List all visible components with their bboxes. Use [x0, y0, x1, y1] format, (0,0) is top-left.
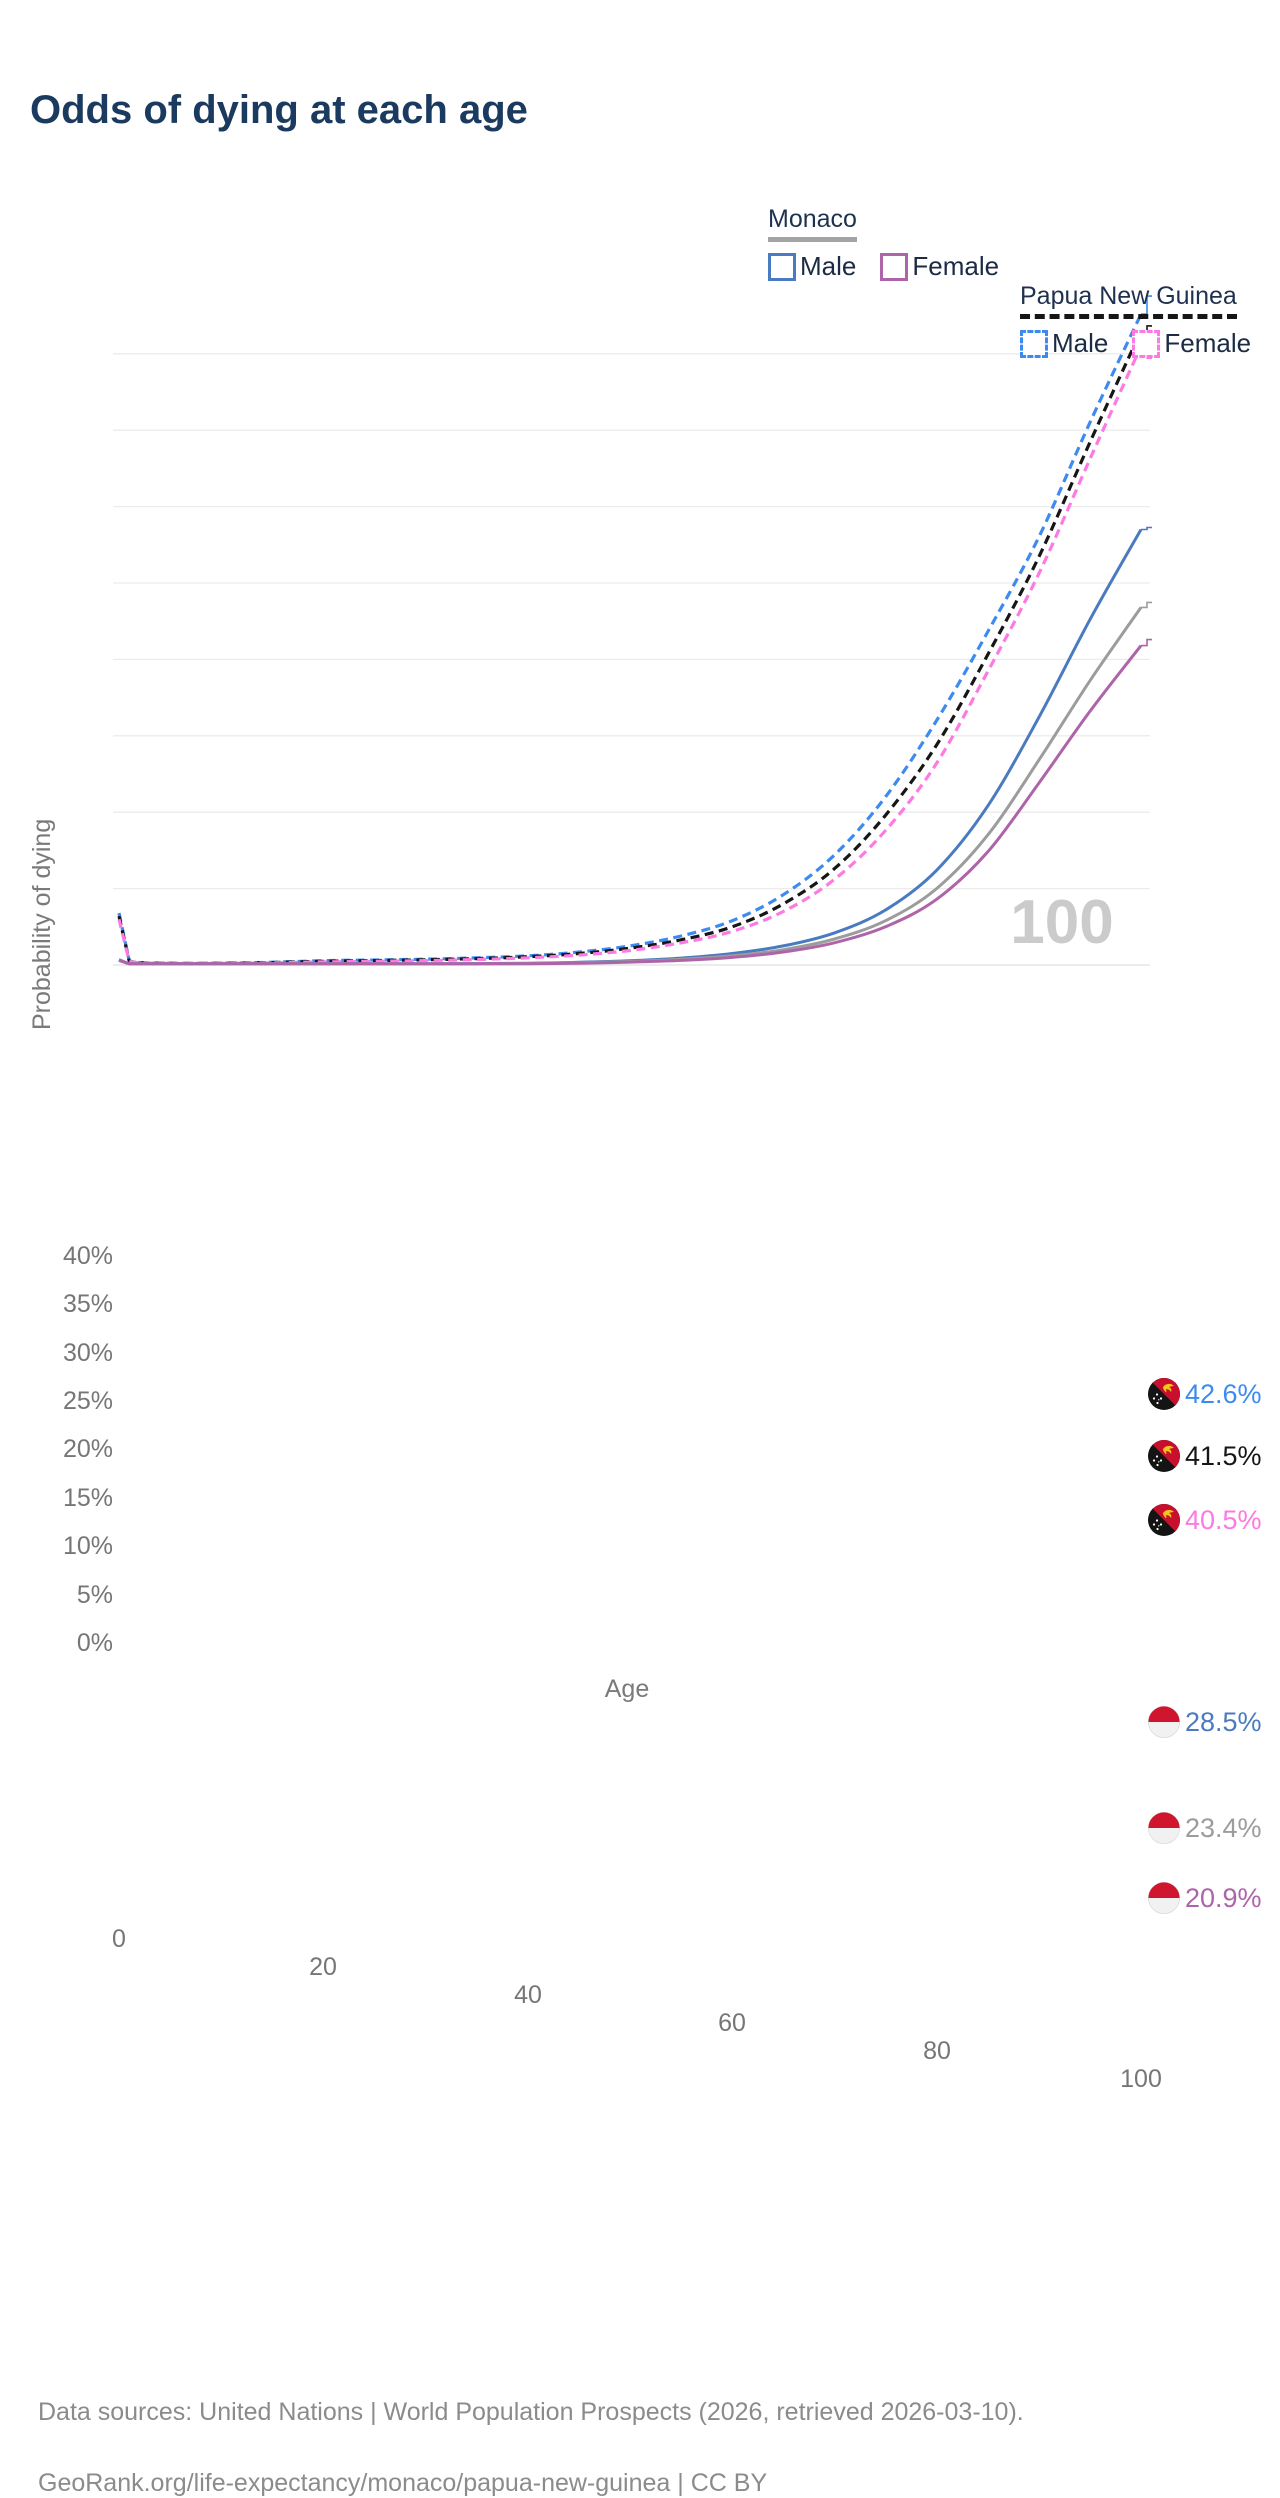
legend-label: Male — [1052, 328, 1109, 358]
end-label-monaco-male: 28.5% — [1148, 1706, 1280, 1738]
legend-group-papua-new-guinea: Papua New Guinea Male Female — [1020, 282, 1280, 359]
y-tick-label-40: 40% — [62, 1242, 113, 1270]
x-tick-label-60: 60 — [718, 2009, 746, 2037]
chart-canvas: 100 — [113, 295, 1152, 966]
age-watermark: 100 — [1010, 888, 1113, 957]
monaco-female-swatch-icon — [880, 252, 909, 281]
end-label-value: 28.5% — [1185, 1706, 1262, 1737]
y-tick-label-35: 35% — [62, 1290, 113, 1318]
legend-label: Male — [800, 251, 857, 281]
footer-attribution-link: GeoRank.org/life-expectancy/monaco/papua… — [38, 2469, 768, 2497]
png-male-swatch-icon — [1020, 329, 1048, 358]
monaco-flag-icon — [1148, 1706, 1180, 1738]
end-label-connector — [1141, 638, 1152, 647]
y-tick-label-5: 5% — [76, 1581, 113, 1609]
monaco-male-swatch-icon — [768, 252, 796, 281]
legend-label: Female — [912, 251, 1000, 281]
x-tick-label-100: 100 — [1120, 2065, 1162, 2093]
x-tick-label-0: 0 — [112, 1925, 126, 1953]
legend-item-monaco-female[interactable]: Female — [880, 251, 999, 282]
monaco-flag-icon — [1148, 1882, 1180, 1914]
papua-new-guinea-flag-icon — [1148, 1378, 1180, 1410]
x-axis-title: Age — [604, 1675, 650, 1703]
end-label-papua-new-guinea-female: 40.5% — [1148, 1504, 1280, 1536]
legend-group-monaco: Monaco Male Female — [768, 205, 1280, 282]
end-label-connector — [1141, 526, 1152, 531]
end-label-papua-new-guinea-both: 41.5% — [1148, 1440, 1280, 1472]
y-tick-label-10: 10% — [62, 1532, 113, 1560]
end-label-value: 23.4% — [1185, 1812, 1262, 1843]
x-tick-label-20: 20 — [309, 1953, 337, 1981]
y-tick-label-25: 25% — [62, 1387, 113, 1415]
end-label-value: 40.5% — [1185, 1504, 1262, 1535]
series-line-papua-new-guinea-male — [117, 313, 1143, 966]
legend-row-papua-new-guinea: Male Female — [1020, 328, 1280, 359]
series-line-monaco-male — [118, 528, 1143, 966]
legend-item-png-male[interactable]: Male — [1020, 328, 1108, 359]
legend-item-png-female[interactable]: Female — [1132, 328, 1251, 359]
end-label-monaco-both: 23.4% — [1148, 1812, 1280, 1844]
y-tick-label-15: 15% — [62, 1484, 113, 1512]
chart-title: Odds of dying at each age — [30, 88, 528, 132]
monaco-flag-icon — [1148, 1812, 1180, 1844]
end-label-value: 20.9% — [1185, 1882, 1262, 1913]
y-axis-title: Probability of dying — [28, 818, 56, 1030]
series-line-monaco-female — [118, 644, 1143, 966]
series-line-monaco-both — [118, 606, 1143, 966]
legend-label: Female — [1164, 328, 1252, 358]
series-line-papua-new-guinea-female — [117, 345, 1143, 966]
end-label-papua-new-guinea-male: 42.6% — [1148, 1378, 1280, 1410]
papua-new-guinea-flag-icon — [1148, 1504, 1180, 1536]
end-label-value: 41.5% — [1185, 1440, 1262, 1471]
legend-item-monaco-male[interactable]: Male — [768, 251, 856, 282]
legend-header-monaco: Monaco — [768, 205, 857, 242]
legend-header-papua-new-guinea: Papua New Guinea — [1020, 282, 1237, 319]
y-tick-label-20: 20% — [62, 1435, 113, 1463]
footer-data-sources: Data sources: United Nations | World Pop… — [38, 2398, 1024, 2426]
series-line-papua-new-guinea-both — [117, 330, 1143, 966]
end-label-monaco-female: 20.9% — [1148, 1882, 1280, 1914]
y-tick-label-0: 0% — [76, 1629, 113, 1657]
png-female-swatch-icon — [1132, 329, 1161, 358]
papua-new-guinea-flag-icon — [1148, 1440, 1180, 1472]
chart-page: 100 Odds of dying at each age Monaco Mal… — [28, 88, 1280, 2497]
end-label-connector — [1141, 601, 1152, 609]
x-tick-label-80: 80 — [923, 2037, 951, 2065]
legend-row-monaco: Male Female — [768, 251, 1280, 282]
x-tick-label-40: 40 — [514, 1981, 542, 2009]
end-label-value: 42.6% — [1185, 1378, 1262, 1409]
y-tick-label-30: 30% — [62, 1339, 113, 1367]
